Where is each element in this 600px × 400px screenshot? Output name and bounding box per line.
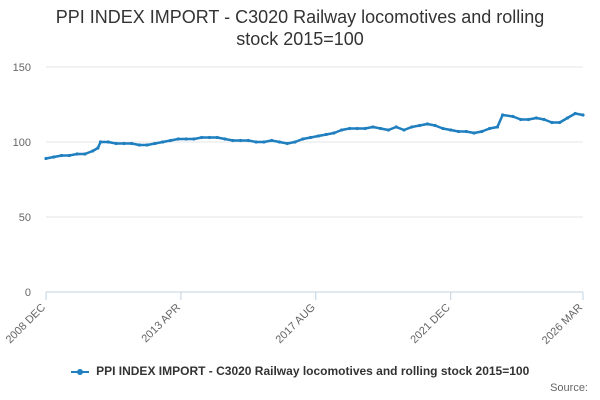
data-point[interactable] xyxy=(324,132,328,137)
data-point[interactable] xyxy=(488,126,492,131)
data-point[interactable] xyxy=(207,135,212,140)
data-point[interactable] xyxy=(309,135,313,140)
y-tick-label: 50 xyxy=(19,212,31,224)
data-point[interactable] xyxy=(59,153,64,158)
data-point[interactable] xyxy=(332,131,336,135)
data-point[interactable] xyxy=(246,138,250,143)
x-tick-label: 2008 DEC xyxy=(4,302,48,346)
data-point[interactable] xyxy=(472,131,476,135)
data-point[interactable] xyxy=(262,140,266,144)
data-point[interactable] xyxy=(176,137,180,141)
data-point[interactable] xyxy=(511,114,515,119)
data-point[interactable] xyxy=(270,138,274,143)
x-tick-label: 2017 AUG xyxy=(274,302,318,346)
data-point[interactable] xyxy=(75,152,79,156)
y-tick-label: 100 xyxy=(13,137,31,149)
series-group xyxy=(44,111,585,161)
data-point[interactable] xyxy=(200,135,204,140)
legend-label: PPI INDEX IMPORT - C3020 Railway locomot… xyxy=(96,364,530,378)
data-point[interactable] xyxy=(231,138,235,143)
data-point[interactable] xyxy=(456,129,461,134)
data-point[interactable] xyxy=(526,117,531,122)
data-point[interactable] xyxy=(184,137,188,141)
data-point[interactable] xyxy=(534,116,538,120)
data-point[interactable] xyxy=(153,141,157,146)
data-point[interactable] xyxy=(293,140,297,144)
chart-title-line-1: PPI INDEX IMPORT - C3020 Railway locomot… xyxy=(55,7,545,27)
data-point[interactable] xyxy=(106,140,110,144)
data-point[interactable] xyxy=(238,138,243,143)
data-point[interactable] xyxy=(410,125,414,129)
data-point[interactable] xyxy=(433,123,437,128)
legend-swatch xyxy=(70,367,89,377)
data-point[interactable] xyxy=(83,152,87,156)
chart-title: PPI INDEX IMPORT - C3020 Railway locomot… xyxy=(0,6,600,50)
x-tick-label: 2013 APR xyxy=(139,302,183,346)
x-axis: 2008 DEC 2013 APR 2017 AUG 2021 DEC 2026 MAR xyxy=(4,291,585,347)
data-point[interactable] xyxy=(145,143,149,147)
data-point[interactable] xyxy=(316,134,320,138)
data-point[interactable] xyxy=(417,123,422,128)
data-point[interactable] xyxy=(581,113,585,117)
data-point[interactable] xyxy=(464,129,468,134)
grid xyxy=(46,66,583,293)
data-point[interactable] xyxy=(114,141,118,146)
data-point[interactable] xyxy=(500,113,505,117)
data-point[interactable] xyxy=(285,141,289,146)
data-point[interactable] xyxy=(223,137,227,141)
data-point[interactable] xyxy=(565,116,570,120)
data-point[interactable] xyxy=(449,128,453,132)
data-point[interactable] xyxy=(425,122,429,126)
data-point[interactable] xyxy=(550,120,554,125)
data-point[interactable] xyxy=(52,155,56,159)
x-tick-label: 2026 MAR xyxy=(540,302,585,347)
y-axis: 0 50 100 150 xyxy=(13,62,31,299)
data-point[interactable] xyxy=(277,140,282,144)
data-point[interactable] xyxy=(371,125,375,129)
data-point[interactable] xyxy=(122,141,126,146)
data-point[interactable] xyxy=(495,125,499,129)
y-tick-label: 150 xyxy=(13,62,31,74)
data-point[interactable] xyxy=(542,117,546,122)
data-point[interactable] xyxy=(161,140,165,144)
data-point[interactable] xyxy=(254,140,258,144)
data-point[interactable] xyxy=(340,128,344,132)
chart-title-line-2: stock 2015=100 xyxy=(236,29,364,49)
data-point[interactable] xyxy=(402,128,406,132)
data-point[interactable] xyxy=(480,129,484,134)
y-tick-label: 0 xyxy=(25,287,31,299)
x-tick-label: 2021 DEC xyxy=(408,302,452,346)
data-point[interactable] xyxy=(558,120,562,125)
data-point[interactable] xyxy=(441,126,445,131)
source-label: Source: xyxy=(550,382,588,394)
data-point[interactable] xyxy=(91,149,95,153)
data-point[interactable] xyxy=(137,143,141,147)
data-point[interactable] xyxy=(394,125,398,129)
data-point[interactable] xyxy=(363,126,367,131)
data-point[interactable] xyxy=(301,137,305,141)
data-point[interactable] xyxy=(192,137,196,141)
series-line xyxy=(45,112,584,160)
data-point[interactable] xyxy=(379,126,383,131)
data-point[interactable] xyxy=(386,128,391,132)
data-point[interactable] xyxy=(98,140,103,144)
data-point[interactable] xyxy=(215,135,219,140)
data-point[interactable] xyxy=(67,153,71,158)
data-point[interactable] xyxy=(573,111,577,116)
data-point[interactable] xyxy=(130,141,134,146)
data-point[interactable] xyxy=(347,126,352,131)
data-point[interactable] xyxy=(168,138,173,143)
data-point[interactable] xyxy=(44,156,48,161)
data-point[interactable] xyxy=(96,146,100,150)
legend[interactable]: PPI INDEX IMPORT - C3020 Railway locomot… xyxy=(0,364,600,378)
data-point[interactable] xyxy=(355,126,359,131)
data-point[interactable] xyxy=(519,117,523,122)
line-chart: 0 50 100 150 2008 DEC 2013 APR 2017 AUG 2021 D… xyxy=(4,62,585,347)
